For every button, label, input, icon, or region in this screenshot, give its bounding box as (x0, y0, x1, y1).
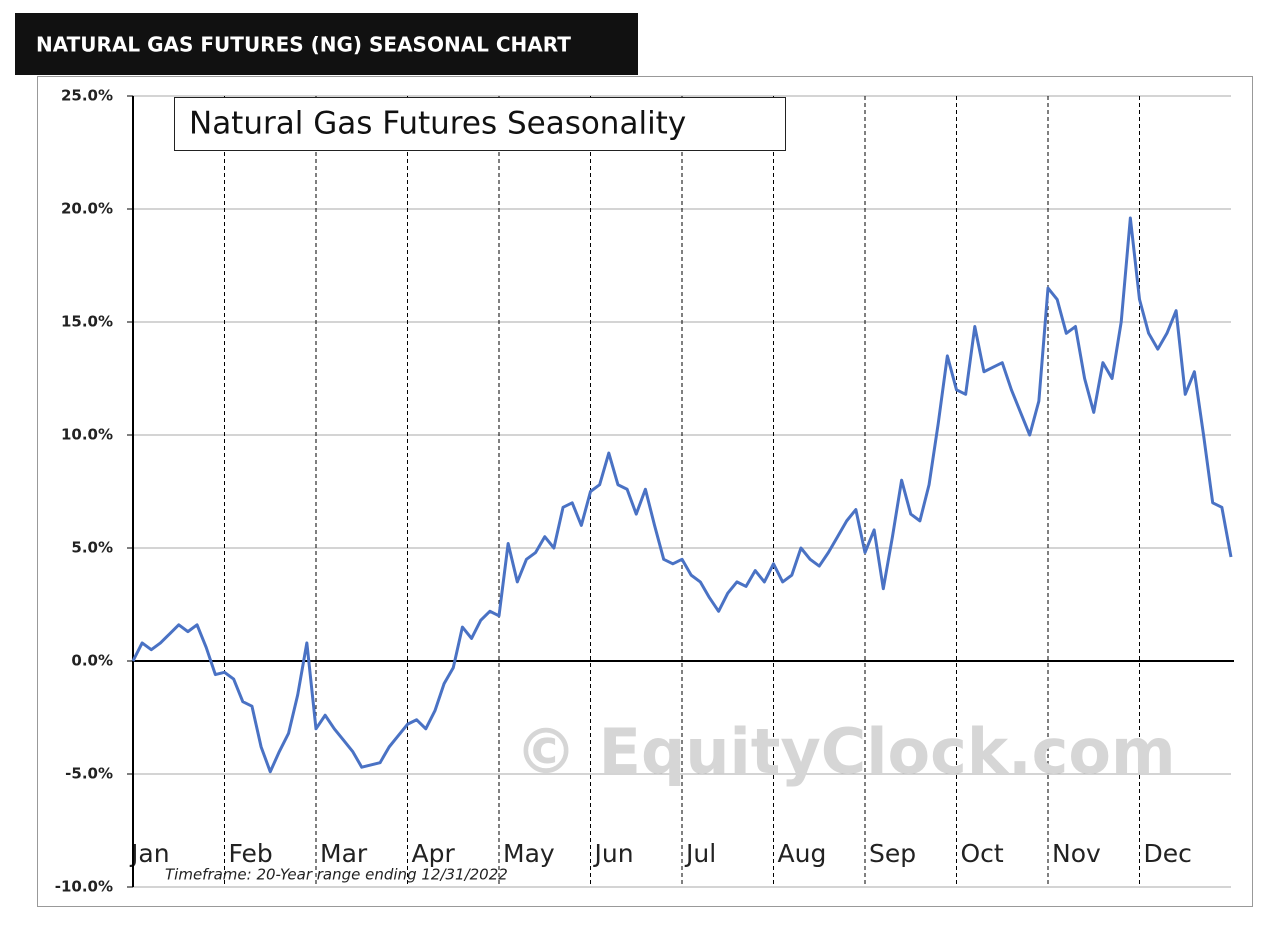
header-title: NATURAL GAS FUTURES (NG) SEASONAL CHART (36, 33, 571, 57)
y-tick-label: 15.0% (61, 313, 113, 331)
x-tick-label: Mar (320, 839, 368, 868)
title-box (174, 97, 786, 151)
x-tick-label: May (503, 839, 555, 868)
x-tick-label: Aug (778, 839, 827, 868)
x-tick-label: Sep (869, 839, 916, 868)
x-tick-label: Jan (129, 839, 170, 868)
x-tick-label: Oct (961, 839, 1004, 868)
y-tick-label: -10.0% (55, 878, 113, 896)
series-line (131, 216, 1233, 774)
x-tick-label: Nov (1052, 839, 1101, 868)
y-tick-label: 20.0% (61, 200, 113, 218)
x-tick-label: Apr (412, 839, 456, 868)
x-tick-label: Jun (593, 839, 634, 868)
y-tick-label: 5.0% (71, 539, 113, 557)
y-tick-label: 10.0% (61, 426, 113, 444)
x-tick-label: Jul (684, 839, 716, 868)
x-tick-label: Dec (1144, 839, 1192, 868)
chart-title: Natural Gas Futures Seasonality (189, 106, 686, 142)
y-tick-label: -5.0% (65, 765, 113, 783)
timeframe-note: Timeframe: 20-Year range ending 12/31/20… (165, 866, 508, 884)
x-tick-label: Feb (229, 839, 273, 868)
watermark: © EquityClock.com (515, 715, 1176, 788)
y-tick-label: 25.0% (61, 87, 113, 105)
y-tick-label: 0.0% (71, 652, 113, 670)
header-box (15, 13, 638, 75)
